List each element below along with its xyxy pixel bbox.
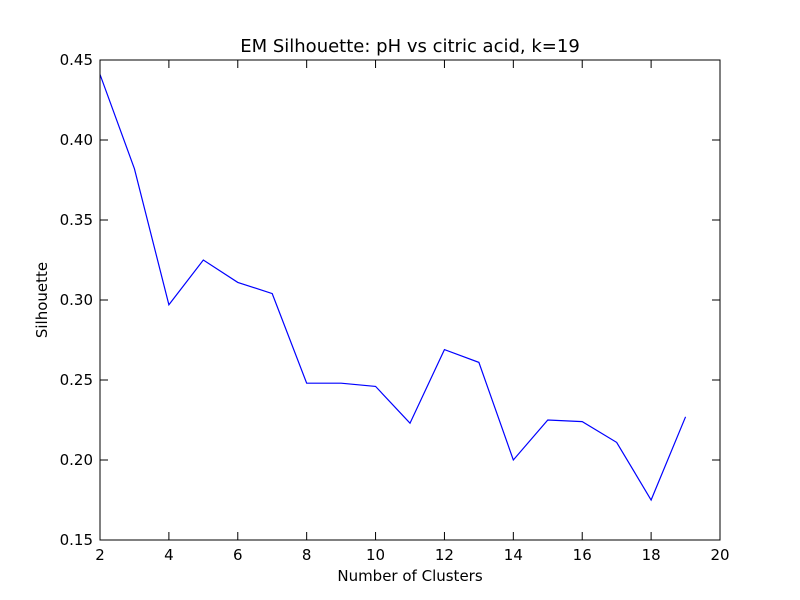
- y-tick-label: 0.30: [60, 291, 93, 309]
- x-tick-label: 14: [504, 546, 523, 564]
- y-tick-label: 0.25: [60, 371, 93, 389]
- y-tick-label: 0.15: [60, 531, 93, 549]
- x-tick-label: 12: [435, 546, 454, 564]
- plot-area: 2 4 6 8 10 12 14 16 18 20 0.15 0.20 0.25 0.30 0.35 0.40…: [60, 51, 730, 564]
- y-tick-label: 0.35: [60, 211, 93, 229]
- x-tick-label: 4: [164, 546, 174, 564]
- y-tick-label: 0.40: [60, 131, 93, 149]
- x-axis-label: Number of Clusters: [337, 567, 482, 585]
- x-tick-label: 16: [573, 546, 592, 564]
- y-tick-label: 0.45: [60, 51, 93, 69]
- y-tick-label: 0.20: [60, 451, 93, 469]
- plot-background: [100, 60, 720, 540]
- x-tick-label: 6: [233, 546, 243, 564]
- x-tick-label: 10: [366, 546, 385, 564]
- x-tick-label: 2: [95, 546, 105, 564]
- series-line: [100, 74, 687, 502]
- x-tick-label: 8: [302, 546, 312, 564]
- chart-title: EM Silhouette: pH vs citric acid, k=19: [240, 36, 580, 57]
- y-axis-label: Silhouette: [33, 262, 51, 338]
- x-tick-label: 18: [642, 546, 661, 564]
- axes-frame: [99, 59, 721, 541]
- x-tick-label: 20: [710, 546, 729, 564]
